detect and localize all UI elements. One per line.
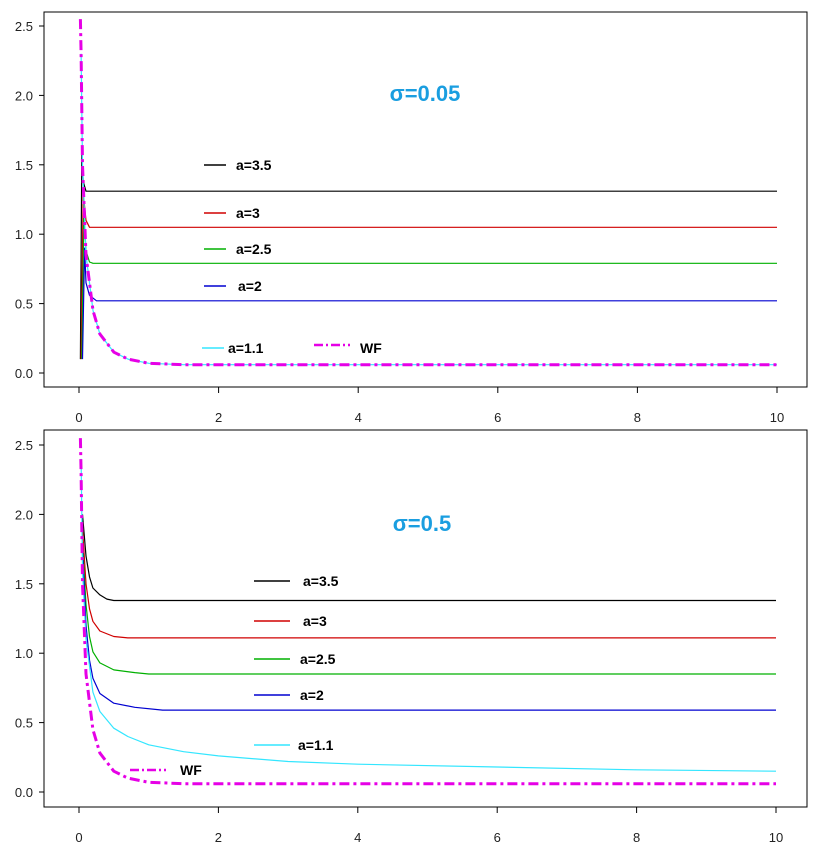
x-axis-top: 0 2 4 6 8 10 [75,387,784,425]
series-line-a-2 [81,247,777,360]
chart-top: 0.0 0.5 1.0 1.5 2.0 2.5 0 2 4 6 8 10 σ=0.05 a=3.5 … [15,11,808,425]
legend-label-a35: a=3.5 [303,573,339,589]
series-line-a-3 [81,528,776,639]
legend-label-a2: a=2 [238,278,262,294]
series-line-a-2-5 [81,542,776,675]
chart-title-top: σ=0.05 [390,81,461,106]
x-tick-label: 10 [769,830,783,845]
y-tick-label: 1.0 [15,646,33,661]
legend-label-a25: a=2.5 [300,651,336,667]
legend-label-a11: a=1.1 [228,340,264,356]
y-axis-top: 0.0 0.5 1.0 1.5 2.0 2.5 [15,19,44,381]
series-line-a-1-1 [80,458,777,772]
legend-label-a3: a=3 [303,613,327,629]
y-tick-label: 2.5 [15,438,33,453]
x-tick-label: 6 [494,830,501,845]
legend-label-wf: WF [360,340,382,356]
series-line-a-3 [80,192,777,360]
x-axis-bottom: 0 2 4 6 8 10 [75,807,783,845]
legend-label-a25: a=2.5 [236,241,272,257]
x-tick-label: 4 [355,410,362,425]
plot-frame-top [43,11,808,388]
y-tick-label: 0.5 [15,297,33,312]
x-tick-label: 2 [215,410,222,425]
x-tick-label: 8 [633,830,640,845]
series-line-a-2-5 [81,212,777,360]
y-tick-label: 0.0 [15,785,33,800]
x-tick-label: 10 [770,410,784,425]
x-tick-label: 6 [494,410,501,425]
series-line-a-3-5 [79,153,777,360]
y-tick-label: 1.0 [15,227,33,242]
legend-label-a35: a=3.5 [236,157,272,173]
x-tick-label: 8 [634,410,641,425]
y-tick-label: 2.0 [15,88,33,103]
series-line-wf [78,438,776,786]
series-layer-bottom [78,438,777,786]
series-line-a-3-5 [81,514,776,602]
x-tick-label: 0 [75,830,82,845]
x-tick-label: 4 [354,830,361,845]
legend-top: a=3.5 a=3 a=2.5 a=2 a=1.1 WF [202,157,382,356]
legend-label-wf: WF [180,762,202,778]
y-tick-label: 0.0 [15,366,33,381]
series-line-wf [78,19,777,367]
y-tick-label: 2.5 [15,19,33,34]
series-line-a-2 [81,549,776,711]
y-tick-label: 2.0 [15,507,33,522]
series-layer-top [78,19,777,367]
x-tick-label: 0 [75,410,82,425]
plot-frame-bottom [43,429,808,808]
y-axis-bottom: 0.0 0.5 1.0 1.5 2.0 2.5 [15,438,44,800]
y-tick-label: 1.5 [15,577,33,592]
chart-title-bottom: σ=0.5 [393,511,451,536]
y-tick-label: 0.5 [15,716,33,731]
legend-label-a11: a=1.1 [298,737,334,753]
legend-bottom: a=3.5 a=3 a=2.5 a=2 a=1.1 WF [130,573,339,778]
y-tick-label: 1.5 [15,158,33,173]
legend-label-a2: a=2 [300,687,324,703]
chart-bottom: 0.0 0.5 1.0 1.5 2.0 2.5 0 2 4 6 8 10 σ=0.5 a=3.5 a… [15,429,808,845]
x-tick-label: 2 [215,830,222,845]
legend-label-a3: a=3 [236,205,260,221]
